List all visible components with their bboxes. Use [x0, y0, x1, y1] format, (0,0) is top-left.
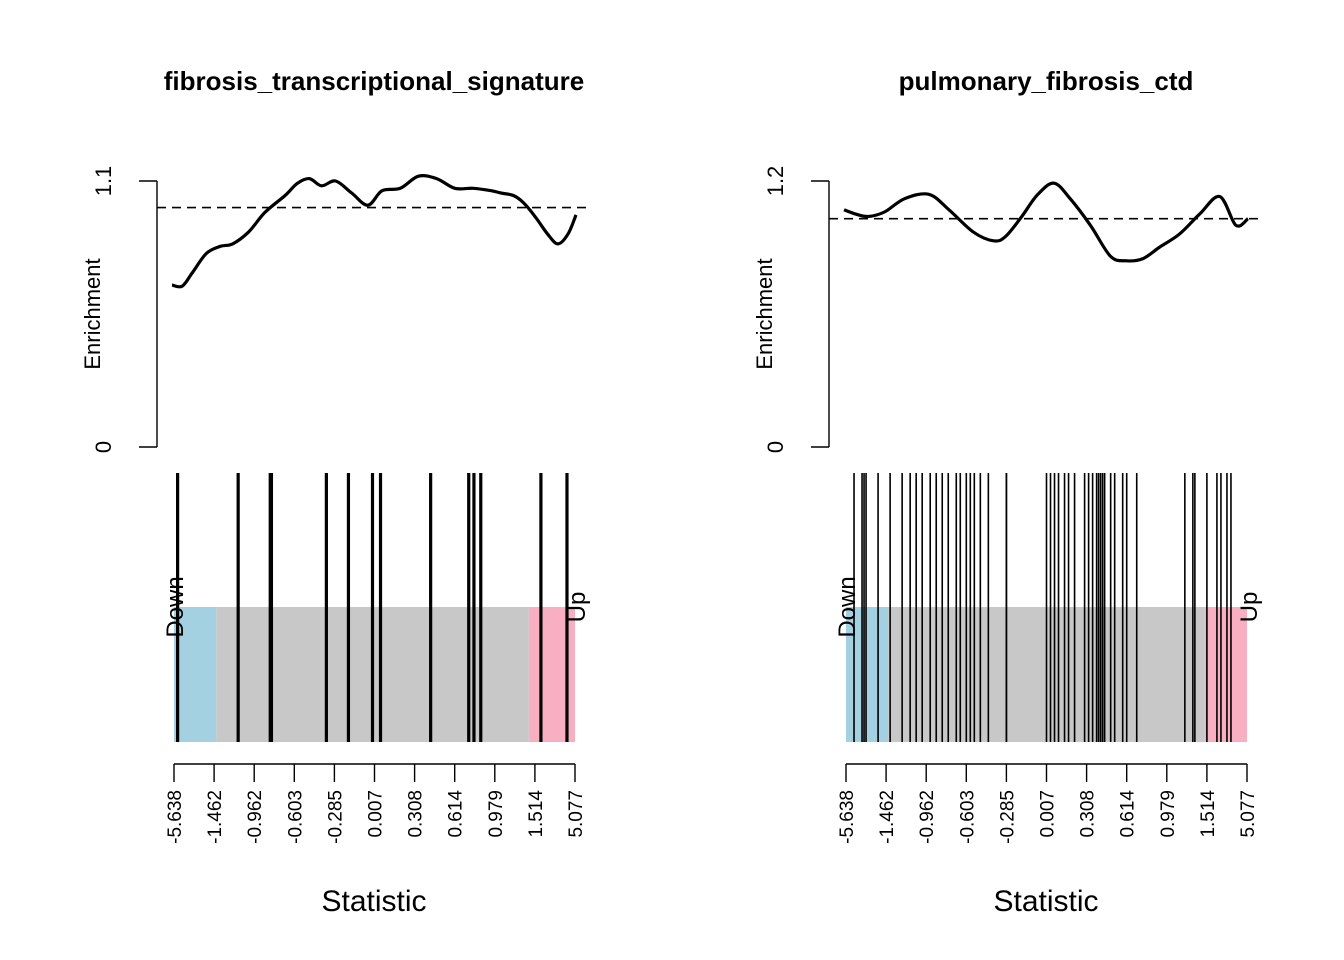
barcode-panel-fibrosis-signature: fibrosis_transcriptional_signature Enric… — [80, 66, 592, 918]
x-tick-label: -0.603 — [957, 790, 978, 844]
x-tick-label: 1.514 — [526, 790, 547, 838]
up-label: Up — [564, 592, 591, 623]
enrichment-curve — [843, 181, 1250, 263]
x-tick-label: 0.979 — [486, 790, 507, 838]
x-tick-label: 0.007 — [1038, 790, 1059, 838]
x-tick-label: 0.308 — [1078, 790, 1099, 838]
x-tick-label: -0.962 — [245, 790, 266, 844]
up-label: Up — [1236, 592, 1263, 623]
x-tick-label: 0.007 — [366, 790, 387, 838]
up-band — [1204, 607, 1247, 742]
down-label: Down — [162, 576, 189, 637]
panel-title: fibrosis_transcriptional_signature — [164, 66, 584, 96]
panel-marks: 0 1.2 Down Up -5.638 -1.462 -0.962 -0.603 -0.285… — [763, 166, 1264, 844]
x-tick-label: -5.638 — [165, 790, 186, 844]
down-band — [174, 607, 217, 742]
x-tick-label: 5.077 — [566, 790, 587, 838]
x-tick-label: 1.514 — [1198, 790, 1219, 838]
x-tick-label: -1.462 — [205, 790, 226, 844]
x-tick-label: 0.979 — [1158, 790, 1179, 838]
x-tick-label: 0.614 — [446, 790, 467, 838]
x-tick-label: -0.285 — [997, 790, 1018, 844]
panel-marks: 0 1.1 Down Up -5.638 -1.462 -0.962 -0.603 -0.285… — [91, 166, 592, 844]
x-axis-label: Statistic — [993, 885, 1098, 918]
y-tick-label: 1.2 — [763, 166, 788, 197]
y-tick-label: 0 — [91, 441, 116, 453]
enrichment-curve — [171, 174, 578, 289]
x-tick-label: 5.077 — [1238, 790, 1259, 838]
y-axis-label: Enrichment — [752, 258, 777, 369]
down-label: Down — [834, 576, 861, 637]
x-tick-label: -0.603 — [285, 790, 306, 844]
x-tick-label: -5.638 — [837, 790, 858, 844]
x-tick-label: 0.308 — [406, 790, 427, 838]
x-axis-label: Statistic — [321, 885, 426, 918]
panel-title: pulmonary_fibrosis_ctd — [899, 66, 1194, 96]
down-band — [846, 607, 889, 742]
x-tick-label: -1.462 — [877, 790, 898, 844]
y-tick-label: 0 — [763, 441, 788, 453]
x-tick-label: -0.962 — [917, 790, 938, 844]
x-tick-label: 0.614 — [1118, 790, 1139, 838]
y-axis-label: Enrichment — [80, 258, 105, 369]
x-tick-label: -0.285 — [325, 790, 346, 844]
barcode-panel-pulmonary-fibrosis: pulmonary_fibrosis_ctd Enrichment Statis… — [752, 66, 1264, 918]
y-tick-label: 1.1 — [91, 166, 116, 197]
